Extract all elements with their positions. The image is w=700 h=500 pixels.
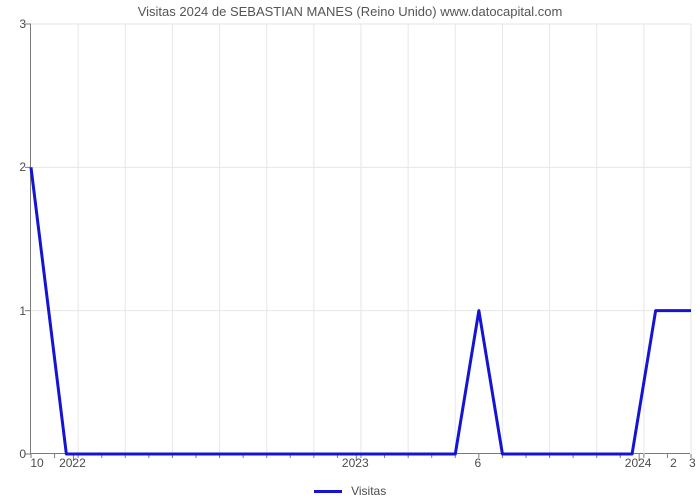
legend-swatch	[314, 490, 342, 493]
data-label: 10	[30, 456, 43, 470]
ytick-label: 3	[19, 17, 26, 31]
legend-label: Visitas	[351, 484, 386, 498]
xtick-label: 2024	[625, 456, 652, 470]
ytick-label: 0	[19, 447, 26, 461]
data-label: 6	[475, 456, 482, 470]
data-label: 3	[689, 456, 696, 470]
plot-svg	[31, 24, 691, 454]
xtick-label: 2023	[342, 456, 369, 470]
xtick-label: 2022	[59, 456, 86, 470]
data-label: 2	[670, 456, 677, 470]
ytick-label: 1	[19, 304, 26, 318]
plot-area	[30, 24, 690, 454]
ytick-label: 2	[19, 160, 26, 174]
chart-title: Visitas 2024 de SEBASTIAN MANES (Reino U…	[0, 4, 700, 19]
legend: Visitas	[0, 484, 700, 498]
chart-container: Visitas 2024 de SEBASTIAN MANES (Reino U…	[0, 0, 700, 500]
